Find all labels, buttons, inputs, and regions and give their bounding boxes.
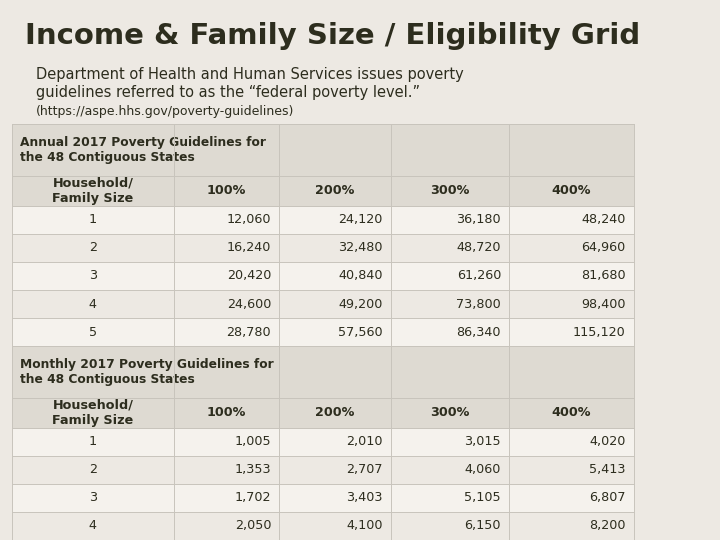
Text: 16,240: 16,240 (227, 241, 271, 254)
Text: 8,200: 8,200 (589, 519, 626, 532)
Text: 24,120: 24,120 (338, 213, 383, 226)
Bar (12, 512, 634, 540)
Bar (12, 206, 634, 234)
Text: 100%: 100% (207, 406, 246, 420)
Text: guidelines referred to as the “federal poverty level.”: guidelines referred to as the “federal p… (36, 85, 420, 100)
Text: 1: 1 (89, 435, 97, 448)
Bar (12, 456, 634, 484)
Text: 6,807: 6,807 (589, 491, 626, 504)
Text: 32,480: 32,480 (338, 241, 383, 254)
Text: 100%: 100% (207, 184, 246, 198)
Text: 98,400: 98,400 (581, 298, 626, 310)
Text: 48,240: 48,240 (582, 213, 626, 226)
Text: 12,060: 12,060 (227, 213, 271, 226)
Bar (12, 398, 634, 428)
Text: 3,403: 3,403 (346, 491, 383, 504)
Bar (12, 484, 634, 512)
Text: 57,560: 57,560 (338, 326, 383, 339)
Text: 5: 5 (89, 326, 97, 339)
Bar (12, 234, 634, 262)
Text: 4,020: 4,020 (590, 435, 626, 448)
Text: 20,420: 20,420 (227, 269, 271, 282)
Text: 2,050: 2,050 (235, 519, 271, 532)
Bar (12, 346, 634, 398)
Text: 5,105: 5,105 (464, 491, 501, 504)
Text: 3,015: 3,015 (464, 435, 501, 448)
Text: 1: 1 (89, 213, 97, 226)
Text: the 48 Contiguous States: the 48 Contiguous States (19, 151, 194, 164)
Text: 24,600: 24,600 (227, 298, 271, 310)
Text: 81,680: 81,680 (581, 269, 626, 282)
Text: 2,707: 2,707 (346, 463, 383, 476)
Text: Annual 2017 Poverty Guidelines for: Annual 2017 Poverty Guidelines for (19, 136, 266, 149)
Text: 40,840: 40,840 (338, 269, 383, 282)
Text: Household/
Family Size: Household/ Family Size (53, 177, 133, 205)
Text: 400%: 400% (552, 184, 591, 198)
Text: Monthly 2017 Poverty Guidelines for: Monthly 2017 Poverty Guidelines for (19, 358, 274, 371)
Text: 4: 4 (89, 298, 97, 310)
Text: 28,780: 28,780 (227, 326, 271, 339)
Text: 48,720: 48,720 (456, 241, 501, 254)
Text: 4: 4 (89, 519, 97, 532)
Text: 400%: 400% (552, 406, 591, 420)
Text: 5,413: 5,413 (589, 463, 626, 476)
Bar (12, 290, 634, 318)
Text: 200%: 200% (315, 184, 354, 198)
Text: 2: 2 (89, 463, 97, 476)
Text: (https://aspe.hhs.gov/poverty-guidelines): (https://aspe.hhs.gov/poverty-guidelines… (36, 105, 294, 118)
Text: 6,150: 6,150 (464, 519, 501, 532)
Text: 73,800: 73,800 (456, 298, 501, 310)
Text: 64,960: 64,960 (582, 241, 626, 254)
Text: 300%: 300% (430, 184, 469, 198)
Bar (12, 428, 634, 456)
Text: 2: 2 (89, 241, 97, 254)
Text: 36,180: 36,180 (456, 213, 501, 226)
Bar (12, 176, 634, 206)
Text: Department of Health and Human Services issues poverty: Department of Health and Human Services … (36, 68, 464, 83)
Text: 2,010: 2,010 (346, 435, 383, 448)
Text: the 48 Contiguous States: the 48 Contiguous States (19, 373, 194, 386)
Text: 115,120: 115,120 (573, 326, 626, 339)
Text: 1,353: 1,353 (235, 463, 271, 476)
Bar (12, 262, 634, 290)
Text: 1,005: 1,005 (235, 435, 271, 448)
Bar (12, 124, 634, 176)
Bar (12, 318, 634, 346)
Text: 300%: 300% (430, 406, 469, 420)
Text: 200%: 200% (315, 406, 354, 420)
Text: 3: 3 (89, 269, 97, 282)
Text: 49,200: 49,200 (338, 298, 383, 310)
Text: 3: 3 (89, 491, 97, 504)
Text: Household/
Family Size: Household/ Family Size (53, 399, 133, 427)
Text: 61,260: 61,260 (456, 269, 501, 282)
Text: Income & Family Size / Eligibility Grid: Income & Family Size / Eligibility Grid (25, 22, 640, 50)
Text: 4,100: 4,100 (346, 519, 383, 532)
Text: 4,060: 4,060 (464, 463, 501, 476)
Text: 86,340: 86,340 (456, 326, 501, 339)
Text: 1,702: 1,702 (235, 491, 271, 504)
